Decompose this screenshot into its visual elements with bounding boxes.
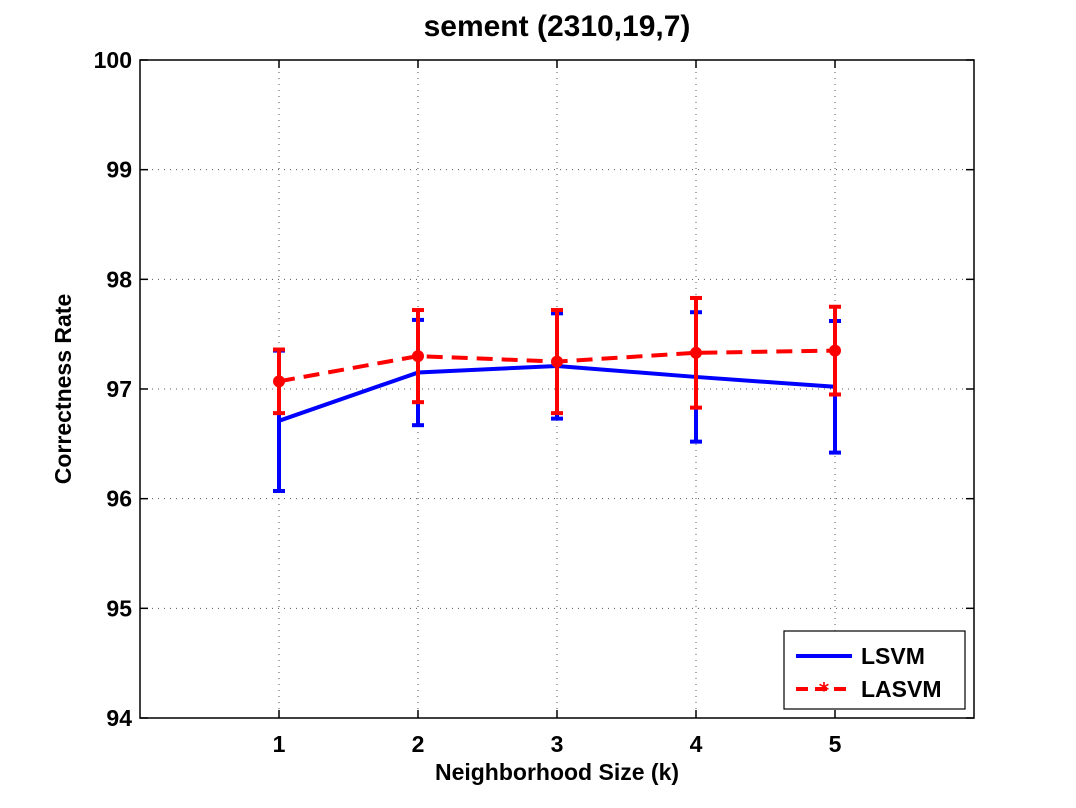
y-tick-label: 98 — [106, 266, 132, 292]
legend-label-lasvm: LASVM — [861, 676, 942, 702]
x-tick-label: 3 — [551, 731, 564, 757]
y-tick-label: 96 — [106, 486, 132, 512]
x-axis-label: Neighborhood Size (k) — [435, 759, 679, 785]
legend: LSVM * LASVM — [783, 630, 966, 710]
legend-marker-lasvm: * — [819, 678, 830, 702]
x-tick-label: 5 — [829, 731, 842, 757]
y-tick-label: 100 — [94, 47, 132, 73]
x-tick-label: 4 — [690, 731, 703, 757]
chart-title: sement (2310,19,7) — [424, 10, 691, 43]
y-tick-label: 95 — [106, 595, 132, 621]
data-point-lasvm — [551, 355, 563, 368]
y-axis-label: Correctness Rate — [50, 294, 76, 484]
ticks: 94 95 96 97 98 99 100 1 2 3 4 5 — [94, 47, 974, 757]
series-layer — [273, 295, 841, 493]
data-point-lasvm — [690, 346, 702, 359]
y-tick-label: 97 — [106, 376, 132, 402]
data-point-lasvm — [829, 344, 841, 357]
series-lasvm — [273, 295, 841, 416]
x-tick-label: 1 — [273, 731, 286, 757]
y-tick-label: 94 — [106, 705, 132, 731]
x-tick-label: 2 — [412, 731, 425, 757]
y-tick-label: 99 — [106, 157, 132, 183]
legend-box — [783, 630, 966, 710]
data-point-lasvm — [412, 350, 424, 363]
legend-label-lsvm: LSVM — [861, 643, 925, 669]
data-point-lasvm — [273, 375, 285, 388]
